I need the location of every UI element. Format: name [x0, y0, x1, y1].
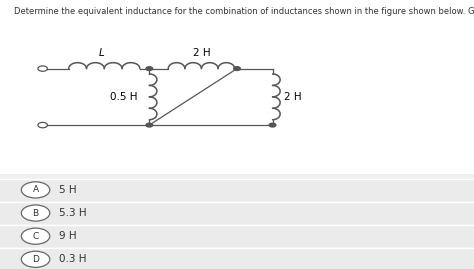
Text: D: D: [32, 255, 39, 264]
Text: 0.5 H: 0.5 H: [110, 92, 137, 102]
FancyBboxPatch shape: [0, 225, 474, 247]
Circle shape: [21, 205, 50, 221]
Circle shape: [21, 182, 50, 198]
Text: 2 H: 2 H: [284, 92, 302, 102]
Circle shape: [146, 67, 153, 70]
FancyBboxPatch shape: [0, 179, 474, 201]
FancyBboxPatch shape: [0, 0, 474, 174]
Circle shape: [146, 123, 153, 127]
Text: B: B: [33, 208, 38, 218]
Text: Determine the equivalent inductance for the combination of inductances shown in : Determine the equivalent inductance for …: [14, 7, 474, 16]
Circle shape: [234, 67, 240, 70]
Circle shape: [269, 123, 276, 127]
Text: 5.3 H: 5.3 H: [59, 208, 87, 218]
Text: 9 H: 9 H: [59, 231, 77, 241]
Text: A: A: [33, 185, 38, 194]
Text: 2 H: 2 H: [192, 48, 210, 58]
FancyBboxPatch shape: [0, 248, 474, 269]
Circle shape: [21, 251, 50, 267]
Text: 5 H: 5 H: [59, 185, 77, 195]
Text: C: C: [32, 232, 39, 241]
Text: L: L: [99, 48, 105, 58]
Circle shape: [21, 228, 50, 244]
FancyBboxPatch shape: [0, 202, 474, 224]
Text: 0.3 H: 0.3 H: [59, 254, 87, 264]
